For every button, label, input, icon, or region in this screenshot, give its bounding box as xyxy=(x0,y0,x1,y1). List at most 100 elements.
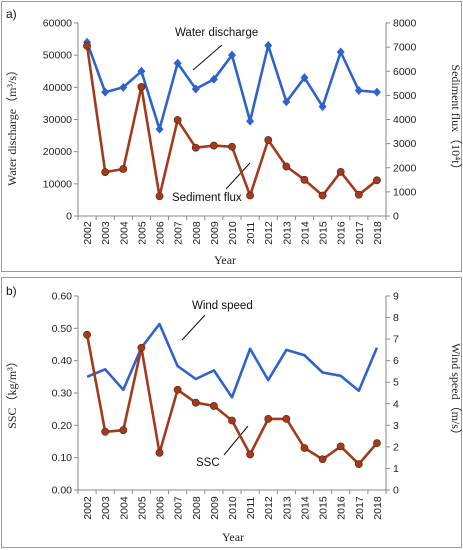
panel-a-x-tick-label-2014: 2014 xyxy=(299,221,311,245)
panel-b-ssc-point xyxy=(373,439,381,448)
panel-b-right-tick-label: 2 xyxy=(393,441,399,453)
panel-b-left-tick-label: 0.00 xyxy=(52,485,73,497)
panel-b-x-tick-label-2006: 2006 xyxy=(155,496,167,520)
panel-a-sediment-flux-point xyxy=(246,191,255,200)
panel-b-left-tick-label: 0.30 xyxy=(52,388,73,400)
panel-b-x-tick-label-2002: 2002 xyxy=(82,496,94,520)
panel-b-ssc-point xyxy=(137,343,146,352)
panel-b-x-tick-label-2007: 2007 xyxy=(173,496,185,520)
panel-b-right-tick-label: 6 xyxy=(393,355,399,367)
panel-a-sediment-flux-point xyxy=(173,116,182,124)
panel-a-right-tick-label: 2000 xyxy=(393,162,417,174)
panel-b-x-tick-label-2017: 2017 xyxy=(354,496,366,520)
panel-a-sediment-flux-point xyxy=(101,168,110,176)
panel-a-right-tick-label: 4000 xyxy=(393,114,417,126)
panel-a-right-tick-label: 3000 xyxy=(393,138,417,150)
panel-a-x-tick-label-2013: 2013 xyxy=(281,221,293,245)
panel-b-x-tick-label-2004: 2004 xyxy=(118,496,130,520)
panel-b-x-tick-label-2003: 2003 xyxy=(100,496,112,520)
panel-b-left-tick-label: 0.10 xyxy=(52,452,73,464)
panel-b-x-tick-label-2011: 2011 xyxy=(245,497,257,520)
panel-b-right-tick-label: 1 xyxy=(393,463,399,475)
panel-b-left-tick-label: 0.50 xyxy=(52,323,73,335)
panel-b-ssc-point xyxy=(300,444,309,452)
panel-b-right-tick-label: 9 xyxy=(393,291,399,303)
panel-a-sediment-flux-point xyxy=(282,162,291,171)
panel-b-ssc-point xyxy=(191,398,200,407)
panel-a-sediment-flux-point xyxy=(155,192,164,201)
panel-a-water-discharge-point xyxy=(119,82,128,92)
panel-b-ssc-point xyxy=(318,455,327,464)
panel-a-sediment-flux-point xyxy=(373,176,381,185)
panel-b-right-axis-title: Wind speed（m/s） xyxy=(449,343,463,441)
panel-b-wind-speed-line xyxy=(86,322,379,399)
panel-b-x-tick-label-2009: 2009 xyxy=(209,496,221,520)
panel-a-left-tick-label: 40000 xyxy=(43,82,72,94)
panel-a-label: a) xyxy=(6,7,17,21)
plot-layer: 0100002000030000400005000060000010002000… xyxy=(43,18,417,520)
panel-a-right-tick-label: 5000 xyxy=(393,90,417,102)
panel-a-x-tick-label-2007: 2007 xyxy=(173,221,185,245)
panel-a-sediment-flux-point xyxy=(191,143,200,152)
panel-a-sediment-flux-point xyxy=(336,167,345,176)
panel-a-left-tick-label: 0 xyxy=(66,211,72,223)
panel-a-water-discharge-point xyxy=(137,66,146,76)
panel-b-left-tick-label: 0.60 xyxy=(52,291,73,303)
panel-b-ssc-point xyxy=(209,402,218,410)
panel-b-ssc-point xyxy=(246,450,255,459)
panel-a-right-tick-label: 1000 xyxy=(393,186,417,198)
panel-b-pointer-ssc xyxy=(223,425,249,456)
panel-b-ssc-point xyxy=(119,426,128,435)
panel-a-water-discharge-point xyxy=(372,87,381,97)
panel-a-sediment-flux-point xyxy=(137,83,146,91)
panel-b-x-tick-label-2018: 2018 xyxy=(372,496,384,520)
panel-a-water-discharge-point xyxy=(336,47,345,57)
panel-b-right-tick-label: 8 xyxy=(393,312,399,324)
panel-a-left-tick-label: 10000 xyxy=(43,178,72,190)
panel-a-x-tick-label-2006: 2006 xyxy=(155,221,167,245)
panel-a-x-tick-label-2010: 2010 xyxy=(227,221,239,245)
panel-a-water-discharge-point xyxy=(101,87,110,97)
panel-b-ssc-point xyxy=(101,427,110,436)
panel-b-ssc-point xyxy=(336,442,345,451)
panel-b-x-tick-label-2008: 2008 xyxy=(191,496,203,520)
panel-b-x-tick-label-2012: 2012 xyxy=(263,496,275,520)
panel-a-left-tick-label: 60000 xyxy=(43,18,72,30)
panel-b-ssc-point xyxy=(264,414,273,423)
panel-b-right-tick-label: 4 xyxy=(393,398,399,410)
panel-a-x-tick-label-2016: 2016 xyxy=(336,221,348,245)
panel-a-sediment-flux-point xyxy=(318,191,327,200)
panel-b-left-tick-label: 0.40 xyxy=(52,355,73,367)
panel-b-annotation-wind-speed: Wind speed xyxy=(192,300,253,312)
panel-b-ssc-point xyxy=(354,460,363,469)
panel-b-x-tick-label-2005: 2005 xyxy=(136,496,148,520)
panel-a-sediment-flux-point xyxy=(83,42,91,50)
panel-b-right-tick-label: 3 xyxy=(393,420,399,432)
panel-a-x-tick-label-2002: 2002 xyxy=(82,221,94,245)
panel-b-left-tick-label: 0.20 xyxy=(52,420,73,432)
panel-b-ssc-point xyxy=(282,414,291,423)
panel-a-x-tick-label-2004: 2004 xyxy=(118,221,130,245)
panel-a-water-discharge-point xyxy=(191,84,200,94)
panel-a-x-tick-label-2008: 2008 xyxy=(191,221,203,245)
panel-a-water-discharge-point xyxy=(155,124,164,134)
panel-b-x-tick-label-2016: 2016 xyxy=(336,496,348,520)
panel-a-x-tick-label-2018: 2018 xyxy=(372,221,384,245)
panel-b-ssc-point xyxy=(173,385,182,394)
panel-b-x-tick-label-2010: 2010 xyxy=(227,496,239,520)
panel-a-x-tick-label-2017: 2017 xyxy=(354,221,366,245)
panel-b-right-tick-label: 7 xyxy=(393,334,399,346)
panel-b-label: b) xyxy=(6,284,17,298)
panel-a-water-discharge-point xyxy=(246,116,255,126)
panel-a-right-tick-label: 7000 xyxy=(393,42,417,54)
panel-b-right-tick-label: 0 xyxy=(393,485,399,497)
panel-b-ssc-point xyxy=(228,416,236,425)
panel-a-sediment-flux-point xyxy=(209,141,218,150)
panel-a-sediment-flux-point xyxy=(354,190,363,199)
panel-a-annotation-sediment-flux: Sediment flux xyxy=(172,192,242,204)
panel-a-right-tick-label: 0 xyxy=(393,211,399,223)
panel-a-water-discharge-point xyxy=(209,74,218,84)
panel-a-water-discharge-point xyxy=(228,50,236,60)
